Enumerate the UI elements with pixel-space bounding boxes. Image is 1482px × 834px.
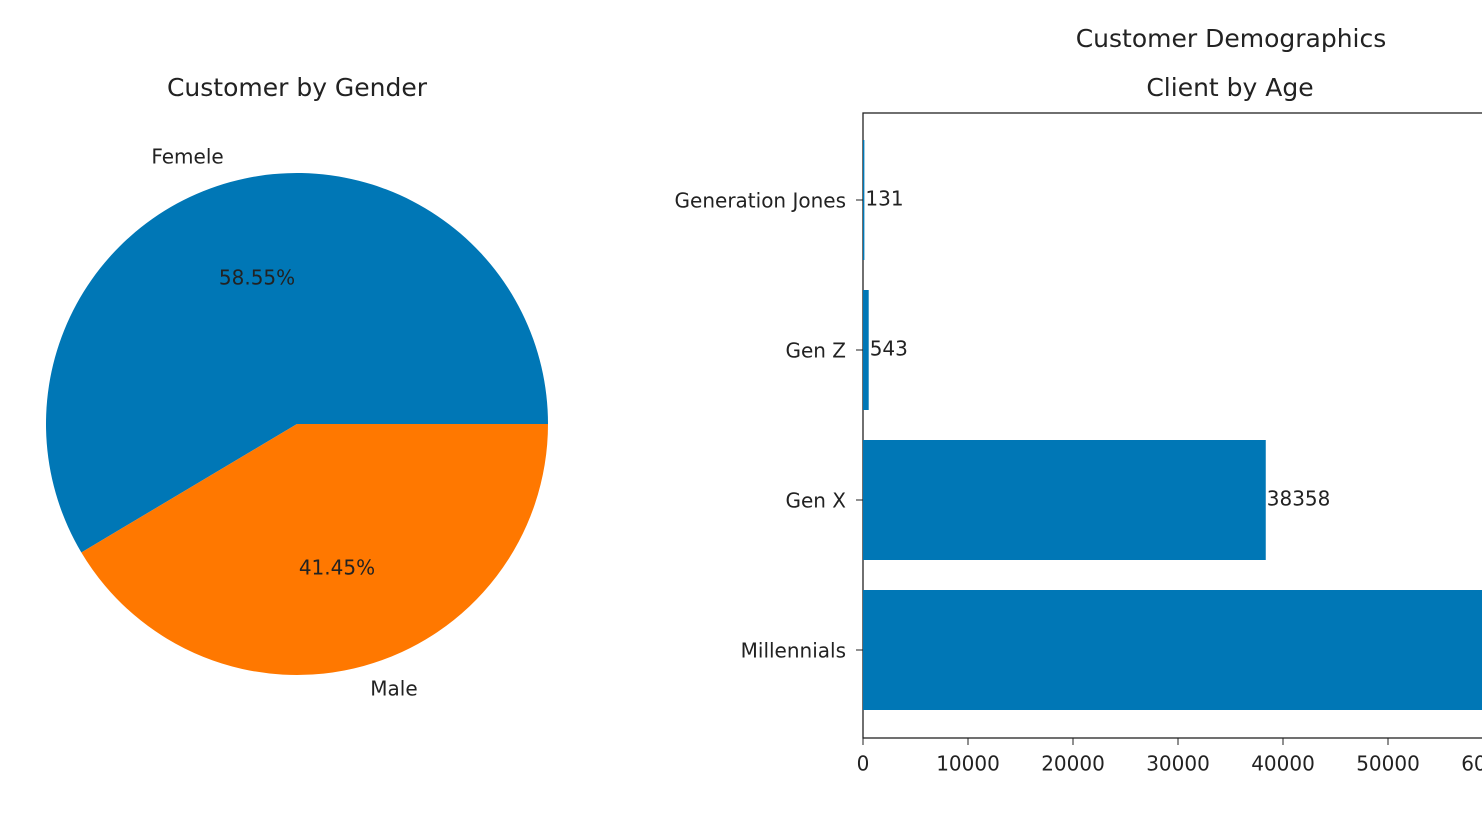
value-label: 131 bbox=[865, 187, 903, 211]
x-tick-label: 0 bbox=[857, 752, 870, 776]
slice-label: Femele bbox=[151, 144, 223, 168]
value-label: 543 bbox=[870, 337, 908, 361]
bar bbox=[863, 140, 865, 260]
chart-title: Customer by Gender bbox=[167, 73, 428, 102]
bar bbox=[863, 290, 869, 410]
x-tick-label: 30000 bbox=[1146, 752, 1210, 776]
x-tick-label: 50000 bbox=[1356, 752, 1420, 776]
value-label: 38358 bbox=[1267, 487, 1331, 511]
y-tick-label: Generation Jones bbox=[675, 189, 846, 213]
value-label: 41.45% bbox=[299, 556, 375, 580]
x-tick-label: 10000 bbox=[936, 752, 1000, 776]
x-tick-label: 60000 bbox=[1461, 752, 1482, 776]
value-label: 58.55% bbox=[219, 265, 295, 289]
plot-frame bbox=[862, 112, 1482, 739]
x-tick-label: 20000 bbox=[1041, 752, 1105, 776]
pie-slice bbox=[81, 424, 549, 676]
y-tick-label: Millennials bbox=[741, 639, 846, 663]
y-tick-label: Gen X bbox=[785, 489, 846, 513]
chart-title: Client by Age bbox=[1146, 73, 1313, 102]
bar bbox=[863, 590, 1482, 710]
pie-slice bbox=[45, 173, 548, 553]
x-tick-label: 40000 bbox=[1251, 752, 1315, 776]
bar bbox=[863, 440, 1266, 560]
y-tick-label: Gen Z bbox=[785, 339, 846, 363]
figure-title: Customer Demographics bbox=[1076, 24, 1387, 53]
slice-label: Male bbox=[370, 677, 417, 701]
